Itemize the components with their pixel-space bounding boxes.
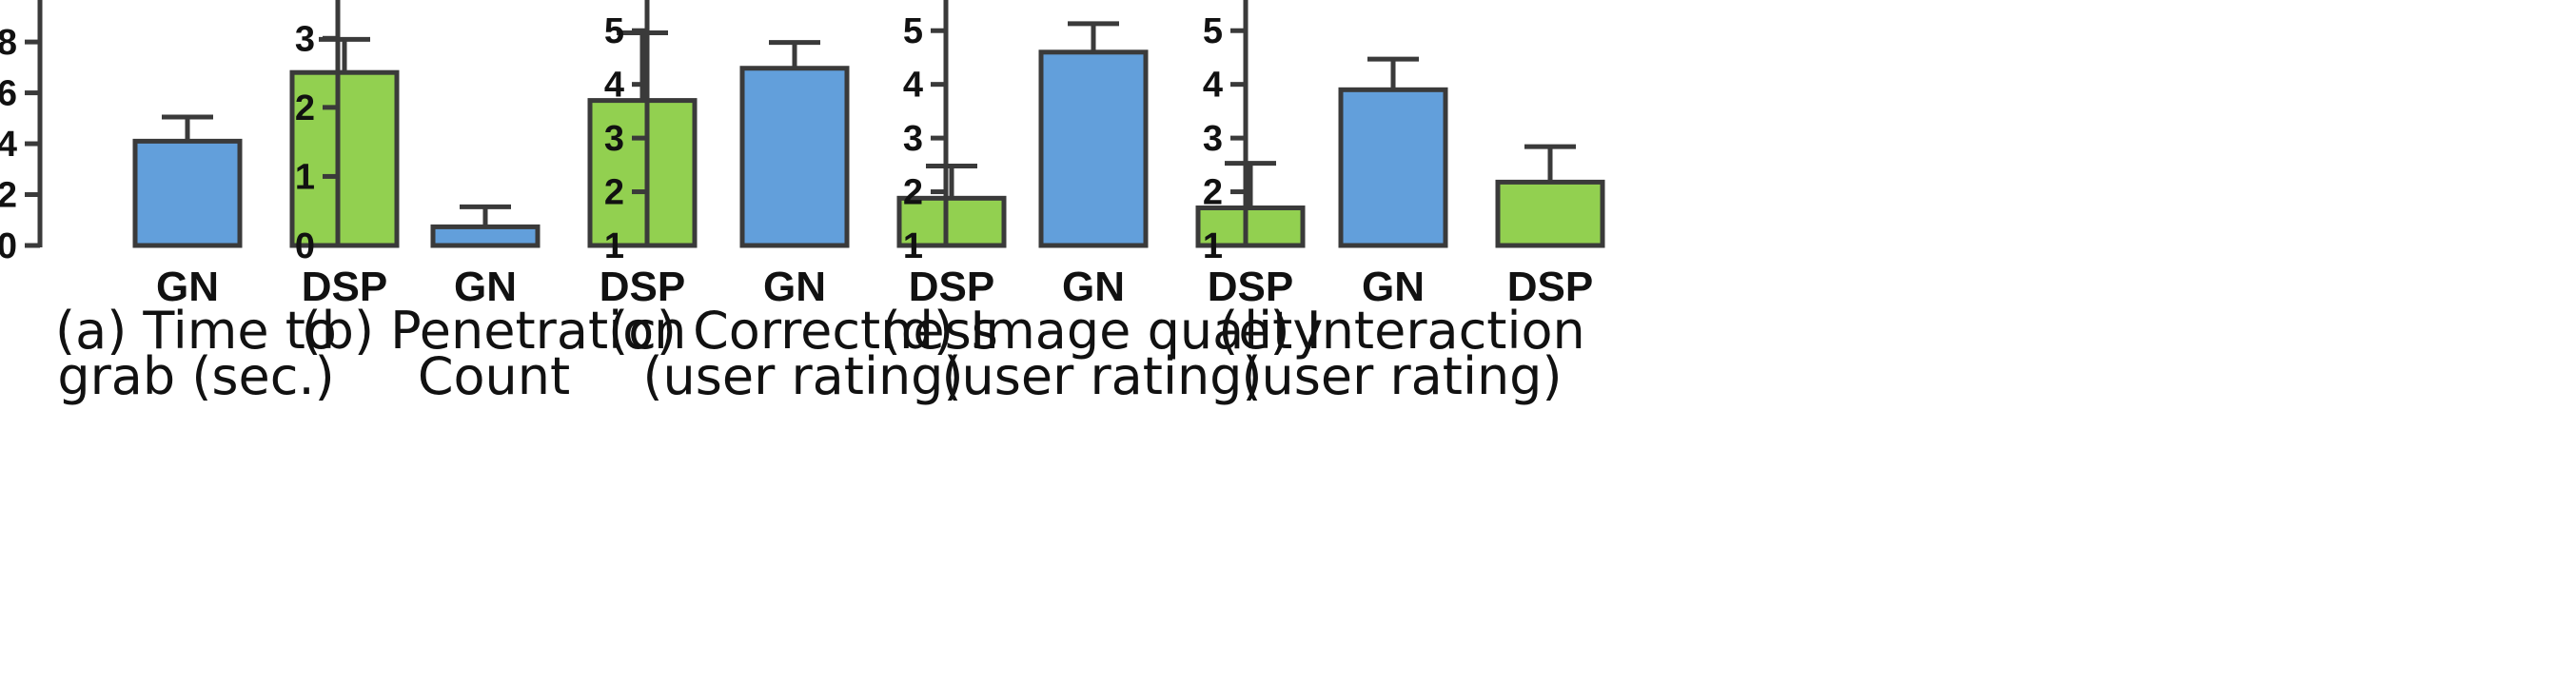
y-tick-label: 5 — [903, 11, 923, 51]
category-label-dsp: DSP — [600, 264, 685, 310]
panel-caption-line: (c) Correctness — [608, 301, 998, 361]
panel-d: 1 2 3 4 5 GN DSP(d) Image quality(user rating) — [881, 0, 1324, 406]
bar-gn — [739, 66, 850, 248]
bar-gn — [1038, 49, 1149, 248]
panel-caption-line: (user rating) — [642, 346, 963, 406]
y-tick-label: 3 — [604, 119, 624, 159]
category-label-gn: GN — [156, 264, 219, 310]
category-label-gn: GN — [454, 264, 517, 310]
category-label-gn: GN — [763, 264, 826, 310]
error-bar-gn — [1367, 56, 1419, 90]
error-bar-gn — [162, 114, 213, 142]
bar-gn — [430, 224, 541, 248]
bar-dsp — [1195, 205, 1306, 248]
category-label-gn: GN — [1362, 264, 1425, 310]
y-tick-label: 2 — [0, 176, 17, 216]
y-tick-label: 2 — [295, 88, 315, 128]
y-tick-label: 4 — [604, 66, 624, 106]
category-label-dsp: DSP — [1507, 264, 1593, 310]
panel-e: 1 2 3 4 5 GN DSP(e) Interaction(user rating) — [1203, 0, 1605, 406]
error-bar-dsp — [617, 29, 668, 101]
error-bar-dsp — [319, 36, 370, 73]
panel-caption-line: (d) Image quality — [881, 301, 1324, 361]
y-tick-label: 2 — [1203, 173, 1223, 213]
y-tick-label: 4 — [903, 66, 923, 106]
panel-caption-line: (a) Time to — [55, 301, 337, 361]
y-tick-label: 1 — [604, 226, 624, 266]
panel-caption-line: (b) Penetration — [302, 301, 687, 361]
error-bar-dsp — [926, 163, 977, 199]
y-tick-label: 8 — [0, 23, 17, 63]
y-tick-label: 5 — [1203, 11, 1223, 51]
category-label-gn: GN — [1062, 264, 1125, 310]
panel-caption-line: (user rating) — [1241, 346, 1562, 406]
y-tick-label: 6 — [0, 74, 17, 114]
error-bar-gn — [769, 40, 820, 69]
y-tick-label: 2 — [903, 173, 923, 213]
category-label-dsp: DSP — [909, 264, 994, 310]
y-tick-label: 1 — [1203, 226, 1223, 266]
bar-dsp — [289, 69, 400, 248]
error-bar-gn — [1068, 21, 1119, 52]
y-tick-label: 2 — [604, 173, 624, 213]
panel-c: 1 2 3 4 5 GN DSP(c) Correctness(user rating) — [604, 0, 1007, 406]
y-tick-label: 1 — [903, 226, 923, 266]
bar-dsp — [587, 98, 698, 248]
category-label-dsp: DSP — [1208, 264, 1293, 310]
y-tick-label: 1 — [295, 157, 315, 197]
y-tick-label: 4 — [0, 125, 17, 165]
panel-caption-line: (e) Interaction — [1218, 301, 1585, 361]
y-tick-label: 3 — [1203, 119, 1223, 159]
y-tick-label: 0 — [0, 226, 17, 266]
panel-caption-line: grab (sec.) — [57, 346, 334, 406]
y-tick-label: 4 — [1203, 66, 1223, 106]
category-label-dsp: DSP — [302, 264, 387, 310]
error-bar-dsp — [1524, 144, 1576, 183]
error-bar-gn — [460, 204, 511, 227]
bar-gn — [132, 138, 243, 248]
y-tick-label: 3 — [295, 19, 315, 59]
bar-dsp — [1495, 179, 1605, 248]
y-tick-label: 5 — [604, 11, 624, 51]
panel-caption-line: Count — [418, 346, 570, 406]
bar-gn — [1338, 87, 1448, 248]
panel-caption-line: (user rating) — [941, 346, 1262, 406]
bar-dsp — [896, 195, 1007, 248]
y-tick-label: 0 — [295, 226, 315, 266]
y-tick-label: 3 — [903, 119, 923, 159]
error-bar-dsp — [1225, 161, 1276, 208]
